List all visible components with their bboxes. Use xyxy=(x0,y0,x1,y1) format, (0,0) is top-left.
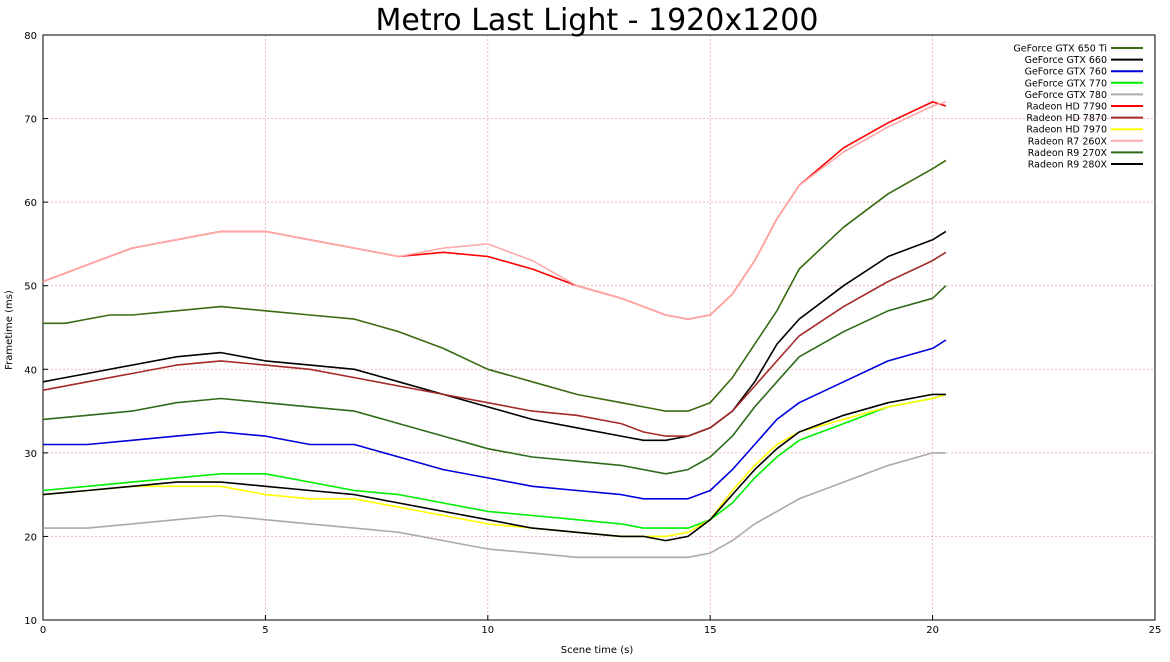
y-tick-label: 30 xyxy=(24,449,37,460)
y-axis-label: Frametime (ms) xyxy=(4,290,15,370)
x-tick-label: 25 xyxy=(1149,625,1162,636)
grid xyxy=(43,35,1155,620)
series-line-8 xyxy=(42,101,947,320)
y-tick-label: 40 xyxy=(24,365,37,376)
series-line-3 xyxy=(42,393,947,529)
x-axis-label: Scene time (s) xyxy=(561,645,634,656)
legend-label-6: Radeon HD 7870 xyxy=(1026,113,1107,124)
legend-label-3: GeForce GTX 770 xyxy=(1025,78,1107,89)
series-line-0 xyxy=(43,159,947,412)
series-line-5 xyxy=(42,101,947,320)
y-tick-label: 50 xyxy=(24,282,37,293)
legend-label-9: Radeon R9 270X xyxy=(1028,148,1108,159)
series-line-10 xyxy=(42,393,946,542)
y-tick-label: 60 xyxy=(24,198,37,209)
x-tick-label: 15 xyxy=(704,625,717,636)
series-line-6 xyxy=(42,251,947,437)
series-line-2 xyxy=(43,339,947,500)
x-tick-label: 10 xyxy=(481,625,494,636)
y-tick-label: 80 xyxy=(24,31,37,42)
chart-title: Metro Last Light - 1920x1200 xyxy=(376,3,819,38)
legend-label-0: GeForce GTX 650 Ti xyxy=(1013,44,1107,55)
plot-frame xyxy=(42,34,1156,621)
series-line-1 xyxy=(42,230,947,442)
y-tick-label: 70 xyxy=(24,115,37,126)
x-tick-label: 20 xyxy=(926,625,939,636)
legend-label-8: Radeon R7 260X xyxy=(1028,136,1108,147)
series-line-7 xyxy=(42,393,947,538)
legend-label-1: GeForce GTX 660 xyxy=(1025,55,1107,66)
y-tick-label: 20 xyxy=(24,532,37,543)
legend-label-2: GeForce GTX 760 xyxy=(1025,67,1107,78)
y-tick-label: 10 xyxy=(24,616,37,627)
series-group xyxy=(42,101,947,559)
x-tick-label: 0 xyxy=(40,625,46,636)
legend-label-5: Radeon HD 7790 xyxy=(1026,102,1107,113)
series-line-9 xyxy=(42,285,947,475)
legend-label-10: Radeon R9 280X xyxy=(1028,160,1108,171)
legend-label-7: Radeon HD 7970 xyxy=(1026,125,1107,136)
x-tick-label: 5 xyxy=(262,625,268,636)
axis-ticks: 0 5 10 15 20 25 10 20 30 40 50 60 70 80 xyxy=(24,31,1161,636)
series-line-4 xyxy=(43,452,946,559)
legend-label-4: GeForce GTX 780 xyxy=(1025,90,1107,101)
